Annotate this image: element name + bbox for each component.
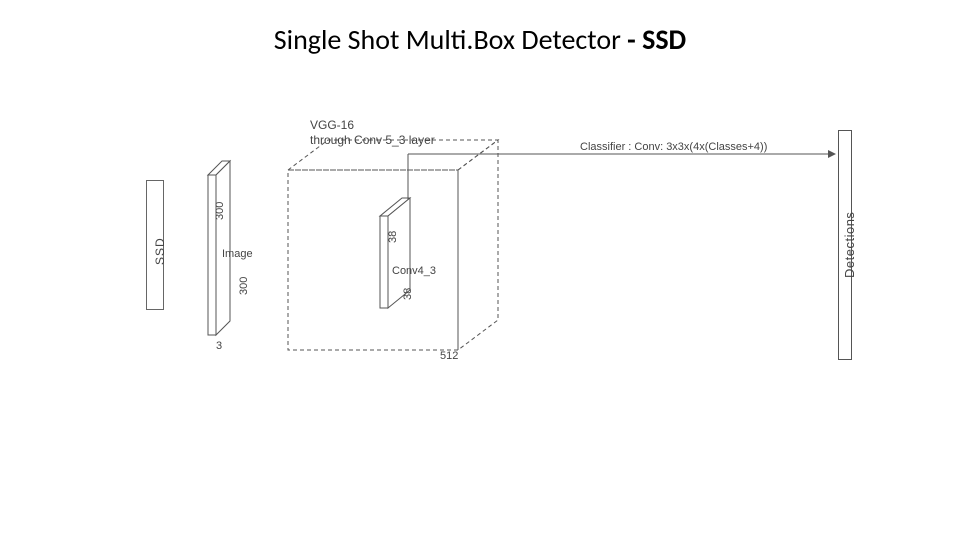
conv43-label: Conv4_3 — [392, 265, 436, 277]
page-title: Single Shot Multi.Box Detector - SSD — [0, 22, 960, 57]
image-w: 300 — [238, 277, 250, 295]
image-h: 300 — [214, 202, 226, 220]
classifier-label: Classifier : Conv: 3x3x(4x(Classes+4)) — [580, 141, 767, 153]
image-label: Image — [222, 248, 253, 260]
conv43-depth: 512 — [440, 350, 458, 362]
conv43-w: 38 — [402, 288, 414, 300]
ssd-label: SSD — [153, 237, 167, 265]
conv43-h: 38 — [387, 231, 399, 243]
title-bold: SSD — [642, 22, 686, 57]
image-depth: 3 — [216, 340, 222, 352]
title-main: Single Shot Multi.Box Detector — [274, 22, 627, 57]
vgg-caption: VGG-16 through Conv 5_3 layer — [310, 118, 435, 148]
classifier-arrow — [408, 152, 848, 212]
title-dash: - — [627, 22, 642, 57]
detections-label: Detections — [842, 212, 857, 278]
ssd-architecture-diagram: SSD 300 Image 300 3 VGG-16 through Conv … — [140, 100, 880, 400]
